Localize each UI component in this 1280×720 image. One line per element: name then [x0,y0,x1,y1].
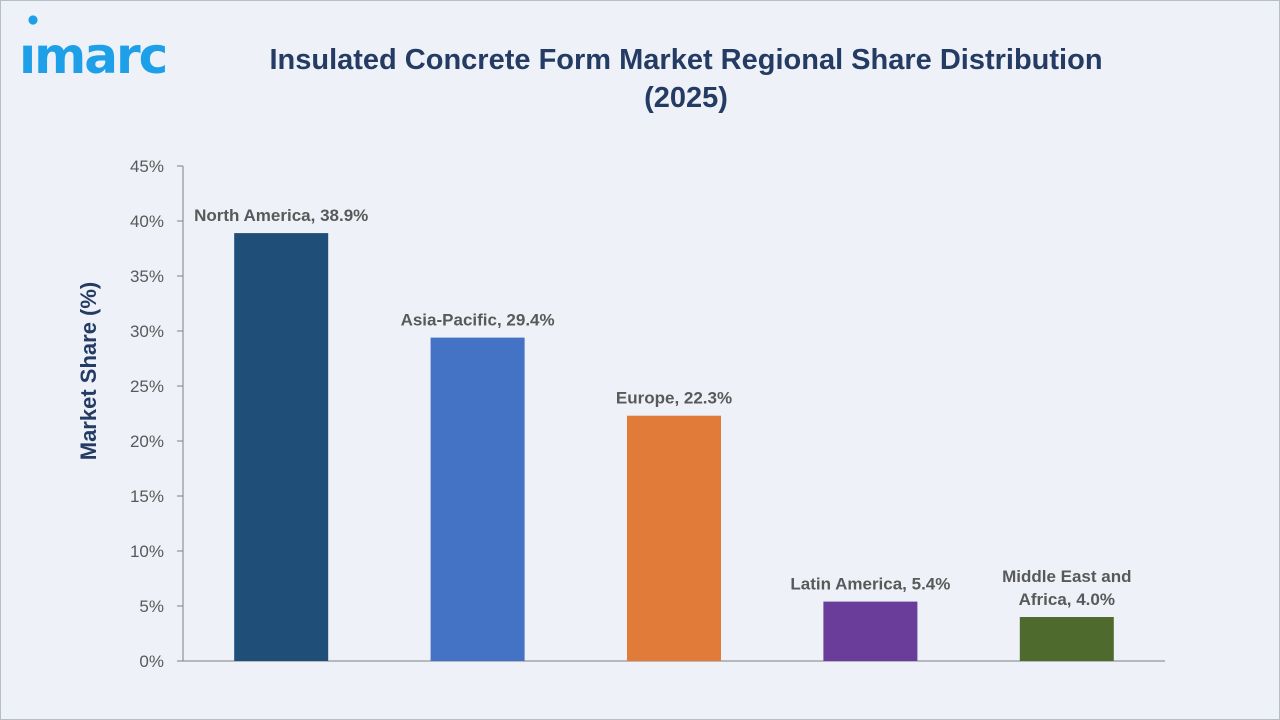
chart-title-line-2: (2025) [644,82,728,114]
y-tick-label: 35% [130,267,164,286]
y-axis-title: Market Share (%) [76,282,101,461]
data-label: Latin America, 5.4% [790,575,950,594]
bar-middle-east-and-africa [1019,617,1114,661]
y-tick-label: 25% [130,377,164,396]
bar-north-america [234,233,329,661]
data-label-line: Africa, 4.0% [1019,590,1115,609]
svg-text:ımarc: ımarc [21,27,166,81]
data-label: North America, 38.9% [194,206,368,225]
data-label-line: Europe, 22.3% [616,389,732,408]
y-tick-label: 15% [130,487,164,506]
y-tick-label: 45% [130,157,164,176]
data-label: Middle East and Africa, 4.0% [1002,567,1131,609]
data-label: Asia-Pacific, 29.4% [401,311,555,330]
y-tick-label: 30% [130,322,164,341]
data-label-line: Latin America, 5.4% [790,575,950,594]
data-label-line: North America, 38.9% [194,206,368,225]
chart-title-line-1: Insulated Concrete Form Market Regional … [269,44,1103,76]
y-tick-label: 5% [139,597,164,616]
bar-asia-pacific [430,337,525,661]
y-tick-label: 10% [130,542,164,561]
imarc-logo-mark: ımarc [21,15,168,81]
y-tick-label: 40% [130,212,164,231]
bar-europe [627,415,721,661]
data-label-line: Middle East and [1002,567,1131,586]
imarc-logo: ımarc [21,15,203,81]
data-label: Europe, 22.3% [616,389,732,408]
chart-title: Insulated Concrete Form Market Regional … [261,41,1111,117]
bar-latin-america [823,601,918,661]
y-tick-label: 0% [139,652,164,671]
data-label-line: Asia-Pacific, 29.4% [401,311,555,330]
y-tick-label: 20% [130,432,164,451]
